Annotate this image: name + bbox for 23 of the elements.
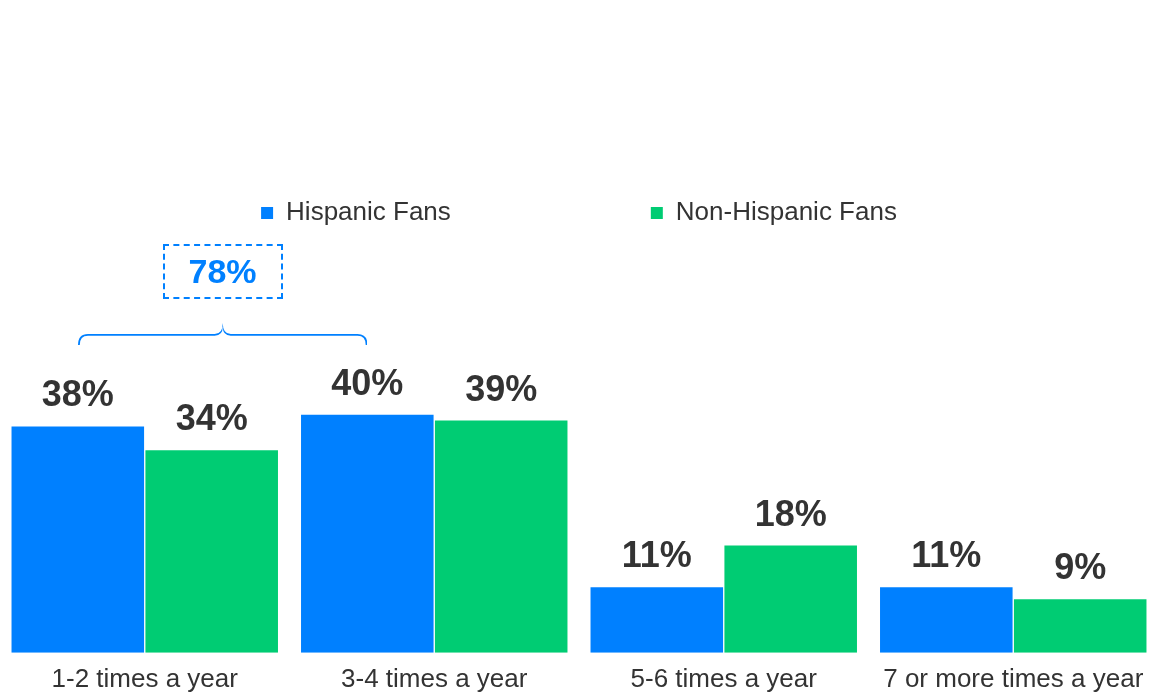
x-tick-label: 7 or more times a year bbox=[883, 662, 1144, 693]
data-label: 11% bbox=[911, 534, 982, 576]
bar bbox=[1013, 599, 1147, 653]
data-label: 40% bbox=[331, 361, 404, 403]
bar bbox=[880, 587, 1013, 653]
legend-label: Non-Hispanic Fans bbox=[675, 196, 897, 227]
bar bbox=[145, 450, 278, 653]
x-tick-label: 3-4 times a year bbox=[341, 662, 528, 693]
data-label: 11% bbox=[621, 534, 692, 576]
legend-label: Hispanic Fans bbox=[286, 196, 451, 227]
bar bbox=[301, 414, 434, 653]
bar bbox=[434, 420, 568, 653]
data-label: 9% bbox=[1054, 546, 1107, 588]
bar bbox=[724, 545, 857, 653]
dashed-frame: 78% bbox=[162, 243, 283, 299]
x-tick-label: 5-6 times a year bbox=[630, 662, 818, 693]
data-label: 34% bbox=[175, 397, 248, 439]
data-label: 39% bbox=[465, 367, 538, 409]
x-tick-label: 1-2 times a year bbox=[51, 662, 239, 693]
data-label: 38% bbox=[41, 373, 114, 415]
bar bbox=[11, 426, 145, 653]
data-label: 18% bbox=[754, 492, 827, 534]
bar bbox=[590, 587, 724, 653]
